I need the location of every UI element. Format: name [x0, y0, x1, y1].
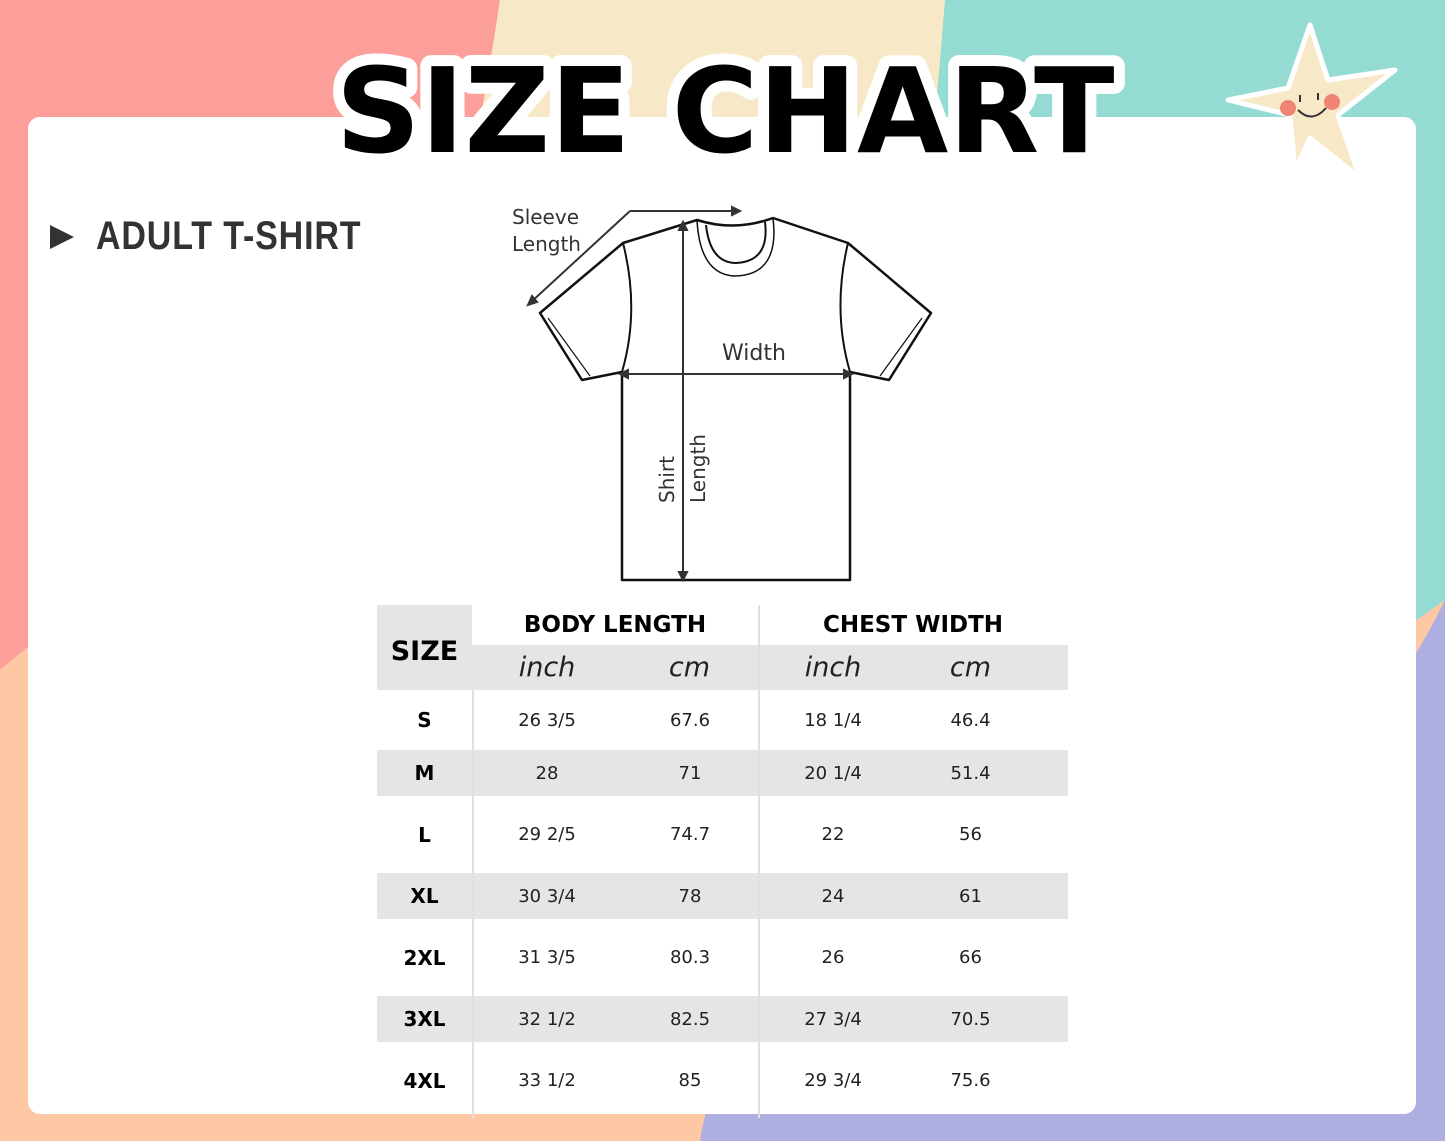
value-cell: 29 2/5: [518, 824, 576, 845]
value-cell: 71: [678, 762, 702, 784]
value-cell: 30 3/4: [518, 885, 576, 907]
value-cell: 61: [959, 885, 982, 907]
shirt-label: Shirt: [655, 456, 679, 503]
section-heading: ADULT T-SHIRT: [50, 214, 408, 259]
title-text: SIZE CHART: [336, 42, 1115, 180]
width-label: Width: [722, 341, 786, 366]
value-cell: 32 1/2: [518, 1008, 576, 1030]
value-cell: 85: [678, 1070, 702, 1091]
divider: [472, 690, 474, 1118]
value-cell: 28: [535, 762, 559, 784]
row-stripe: [377, 873, 1068, 919]
unit-cm: cm: [949, 652, 992, 683]
shirt-length-label: Length: [686, 434, 710, 503]
value-cell: 20 1/4: [804, 762, 862, 784]
size-cell: 2XL: [403, 945, 446, 970]
units-row-bg: [472, 645, 1068, 690]
value-cell: 29 3/4: [804, 1070, 862, 1091]
size-cell: M: [414, 761, 435, 785]
value-cell: 78: [678, 885, 702, 907]
size-cell: L: [418, 822, 431, 847]
value-cell: 80.3: [669, 947, 711, 968]
value-cell: 31 3/5: [518, 947, 576, 968]
unit-inch: inch: [804, 652, 862, 683]
value-cell: 75.6: [950, 1070, 991, 1091]
size-cell: XL: [410, 884, 439, 908]
size-cell: 3XL: [403, 1007, 446, 1031]
value-cell: 66: [959, 947, 982, 968]
section-label: ADULT T-SHIRT: [96, 214, 362, 258]
row-stripe: [377, 996, 1068, 1042]
value-cell: 27 3/4: [804, 1008, 862, 1030]
unit-inch: inch: [518, 652, 576, 683]
value-cell: 33 1/2: [518, 1070, 576, 1091]
star-mascot-icon: [1225, 22, 1398, 181]
value-cell: 26: [821, 947, 845, 968]
size-cell: S: [417, 708, 432, 732]
value-cell: 51.4: [950, 762, 991, 784]
value-cell: 24: [821, 885, 845, 907]
value-cell: 22: [821, 824, 845, 845]
value-cell: 74.7: [669, 824, 711, 845]
value-cell: 18 1/4: [804, 709, 862, 731]
size-header-bg: [377, 605, 472, 690]
triangle-bullet-icon: [50, 224, 74, 249]
value-cell: 26 3/5: [518, 709, 576, 731]
divider: [758, 605, 760, 1118]
chest-width-header: CHEST WIDTH: [822, 612, 1004, 638]
row-stripe: [377, 750, 1068, 796]
body-length-header: BODY LENGTH: [523, 612, 707, 638]
value-cell: 70.5: [950, 1008, 991, 1030]
unit-cm: cm: [668, 652, 710, 683]
size-header: SIZE: [390, 635, 459, 667]
value-cell: 67.6: [669, 709, 711, 731]
size-chart-title: SIZE CHART: [325, 31, 1126, 191]
sleeve-label: Sleeve: [512, 205, 579, 229]
sleeve-length-label: Length: [512, 232, 581, 256]
tshirt-diagram: Sleeve Length Width Shirt Length: [512, 205, 933, 583]
value-cell: 82.5: [669, 1008, 711, 1030]
value-cell: 46.4: [950, 709, 991, 731]
value-cell: 56: [959, 824, 982, 845]
size-cell: 4XL: [403, 1068, 446, 1093]
